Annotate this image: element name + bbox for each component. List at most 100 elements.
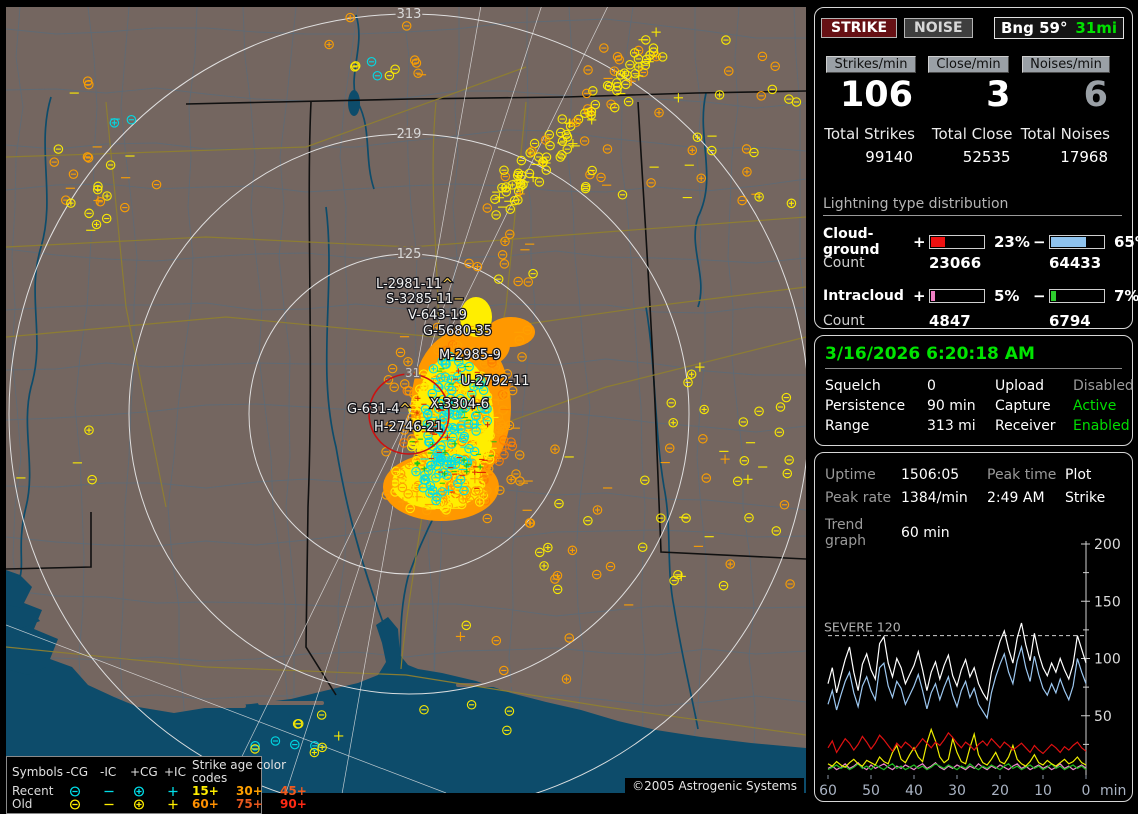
- legend-age-title: Strike age color codes: [192, 758, 287, 785]
- x-tick-label: 20: [991, 783, 1009, 799]
- strike-symbol: [84, 79, 94, 90]
- strike-symbol: [588, 86, 598, 96]
- strike-symbol: [420, 404, 431, 414]
- circle-plus-icon: [130, 785, 164, 798]
- strike-symbol: [501, 379, 511, 389]
- strike-symbol: [425, 488, 435, 498]
- strike-symbol: [448, 423, 458, 433]
- strike-symbol: [411, 58, 422, 68]
- legend-row-recent-label: Recent: [12, 784, 54, 798]
- noise-toggle-button[interactable]: NOISE: [904, 18, 973, 38]
- range-value: 313 mi: [927, 418, 976, 434]
- uptime-label: Uptime: [825, 466, 876, 483]
- strike-toggle-button[interactable]: STRIKE: [821, 18, 898, 38]
- peak-rate-value: 1384/min: [901, 489, 968, 506]
- age-code-75: 75+: [236, 797, 263, 811]
- strike-symbol: [506, 474, 516, 485]
- ic-strike-symbol: [415, 460, 421, 467]
- strike-symbol: [782, 468, 793, 479]
- ic-strike-symbol: [441, 471, 448, 477]
- strike-symbol: [435, 372, 446, 383]
- station-label: M-2985-9: [439, 348, 501, 363]
- strike-symbol: [568, 139, 578, 149]
- strike-symbol: [541, 165, 552, 175]
- strike-symbol: [490, 373, 500, 383]
- ic-positive-percent: 5%: [994, 287, 1020, 305]
- strike-symbol: [431, 457, 442, 467]
- strike-symbol: [270, 736, 281, 746]
- strike-symbol: [528, 268, 538, 279]
- strike-symbol: [786, 198, 797, 209]
- strike-symbol: [452, 410, 462, 420]
- legend-symbols-title: Symbols: [12, 764, 63, 779]
- capture-label: Capture: [995, 398, 1051, 414]
- range-ring-label-219: 219: [397, 127, 422, 142]
- strike-symbol: [605, 561, 616, 572]
- strike-symbol: [479, 469, 490, 480]
- strike-symbol: [84, 425, 94, 435]
- strike-symbol: [415, 384, 425, 394]
- strike-symbol: [645, 50, 655, 60]
- strike-symbol: [738, 417, 749, 427]
- ic-strike-symbol: [452, 441, 458, 447]
- ic-strike-symbol: [421, 466, 427, 472]
- strike-symbol: [397, 482, 408, 493]
- strike-symbol: [487, 358, 497, 368]
- strike-symbol: [743, 474, 753, 484]
- strike-symbol: [695, 362, 705, 372]
- strike-symbol: [609, 102, 620, 113]
- strike-symbol: [53, 144, 64, 154]
- noises-per-min-header: Noises/min: [1022, 56, 1110, 73]
- strike-symbol: [452, 371, 463, 382]
- strike-symbol: [692, 132, 703, 142]
- strike-symbol: [435, 399, 445, 409]
- strike-symbol: [599, 43, 609, 53]
- intracloud-count-row: Count 4847 6794: [823, 309, 1122, 334]
- station-labels: L-2981-11^S-3285-11−V-643-19G-5680-35 M-2…: [346, 276, 531, 437]
- strike-symbol: [389, 382, 399, 393]
- strike-symbol: [345, 12, 355, 23]
- y-tick-label: 100: [1094, 652, 1121, 668]
- strike-symbol: [478, 475, 489, 485]
- strike-symbol: [120, 202, 130, 213]
- strike-symbol: [615, 70, 626, 80]
- series-cg-neg-blue: [827, 644, 1087, 720]
- strike-symbol: [625, 59, 635, 70]
- bearing-value: Bng 59°: [1001, 19, 1068, 37]
- plus-sign: +: [913, 232, 926, 251]
- strike-symbol: [497, 250, 508, 260]
- cg-negative-percent: 65%: [1114, 232, 1138, 251]
- strike-symbol: [696, 173, 706, 184]
- ic-strike-symbol: [477, 464, 483, 470]
- strike-symbol: [417, 390, 428, 400]
- strike-symbol: [543, 542, 553, 553]
- plus-sign: +: [913, 287, 926, 305]
- cg-negative-bar: [1049, 234, 1105, 249]
- land: [6, 7, 806, 793]
- strikes-per-min-header: Strikes/min: [826, 56, 916, 73]
- strike-symbol: [500, 171, 511, 182]
- strike-symbol: [316, 710, 327, 720]
- strike-symbol: [673, 93, 684, 103]
- strike-symbol: [434, 424, 444, 434]
- strike-symbol: [432, 416, 442, 426]
- strike-symbol: [545, 140, 555, 151]
- strike-symbol: [517, 352, 527, 362]
- strike-symbol: [290, 739, 300, 750]
- strike-symbol: [452, 340, 463, 351]
- strike-symbol: [781, 392, 792, 403]
- strike-symbol: [404, 459, 414, 470]
- strike-symbol: [309, 747, 320, 758]
- strike-symbol: [514, 450, 525, 460]
- strike-symbol: [472, 389, 482, 400]
- lightning-map[interactable]: 125 219 313 31 L-2981-11^ S-3285-11− V-643-19 G…: [6, 7, 806, 814]
- squelch-value: 0: [927, 378, 936, 394]
- total-close-value: 52535: [962, 147, 1011, 166]
- strike-symbol: [459, 485, 469, 496]
- strike-symbol: [656, 513, 666, 523]
- minus-sign: −: [1033, 232, 1046, 251]
- age-code-45: 45+: [280, 784, 307, 798]
- strike-symbol: [384, 70, 395, 81]
- map-canvas[interactable]: 12521931331L-2981-11^S-3285-11−V-643-19G…: [6, 7, 806, 793]
- strike-symbol: [571, 117, 581, 128]
